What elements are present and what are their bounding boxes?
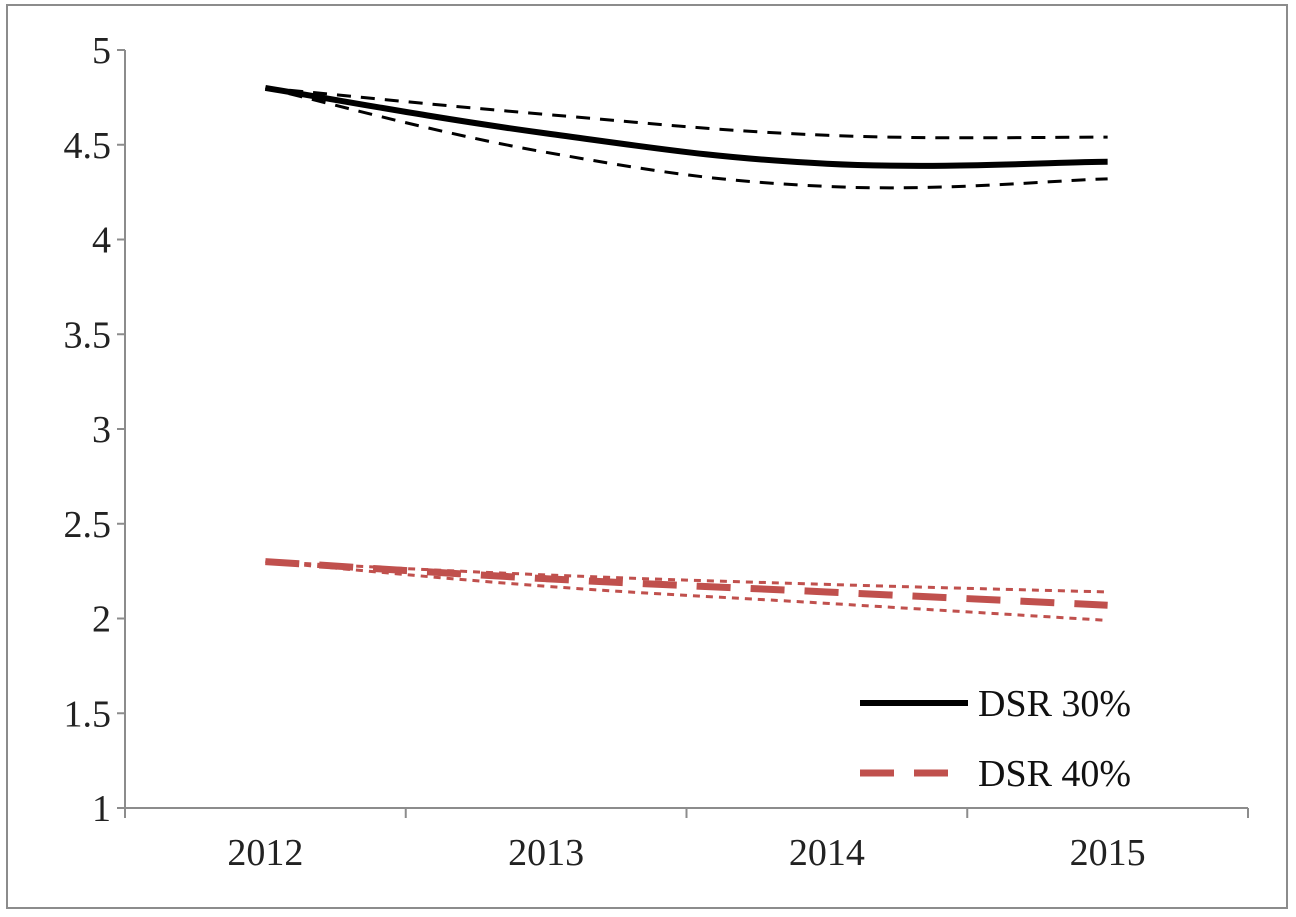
legend-label: DSR 40% — [978, 753, 1131, 795]
x-tick-label: 2013 — [508, 832, 584, 874]
y-tick-label: 4.5 — [64, 125, 112, 167]
series-2 — [265, 558, 1108, 622]
series-1-band-upper-line — [265, 86, 1108, 140]
y-tick-label: 2.5 — [64, 504, 112, 546]
y-tick-label: 1.5 — [64, 693, 112, 735]
y-tick-label: 1 — [92, 788, 111, 830]
y-ticks: 1 1.5 2 2.5 3 3.5 4 4.5 5 — [64, 30, 125, 830]
y-tick-label: 2 — [92, 599, 111, 641]
legend-item: DSR 30% — [860, 683, 1131, 725]
x-tick-label: 2012 — [227, 832, 303, 874]
y-tick-label: 5 — [92, 30, 111, 72]
series-2-band-lower-line — [265, 560, 1108, 622]
series-1 — [264, 84, 1108, 190]
x-ticks: 2012 2013 2014 2015 — [124, 808, 1249, 874]
y-tick-label: 3.5 — [64, 314, 112, 356]
x-tick-label: 2015 — [1070, 832, 1146, 874]
legend-label: DSR 30% — [978, 683, 1131, 725]
series-1-line — [264, 84, 1108, 169]
series-2-line — [265, 558, 1108, 609]
y-tick-label: 4 — [92, 220, 111, 262]
legend: DSR 30% DSR 40% — [860, 683, 1131, 795]
y-tick-label: 3 — [92, 409, 111, 451]
chart-frame — [6, 4, 1288, 909]
series-layer — [264, 84, 1108, 622]
series-1-band-lower-line — [265, 86, 1108, 190]
legend-item: DSR 40% — [860, 753, 1131, 795]
x-tick-label: 2014 — [789, 832, 865, 874]
